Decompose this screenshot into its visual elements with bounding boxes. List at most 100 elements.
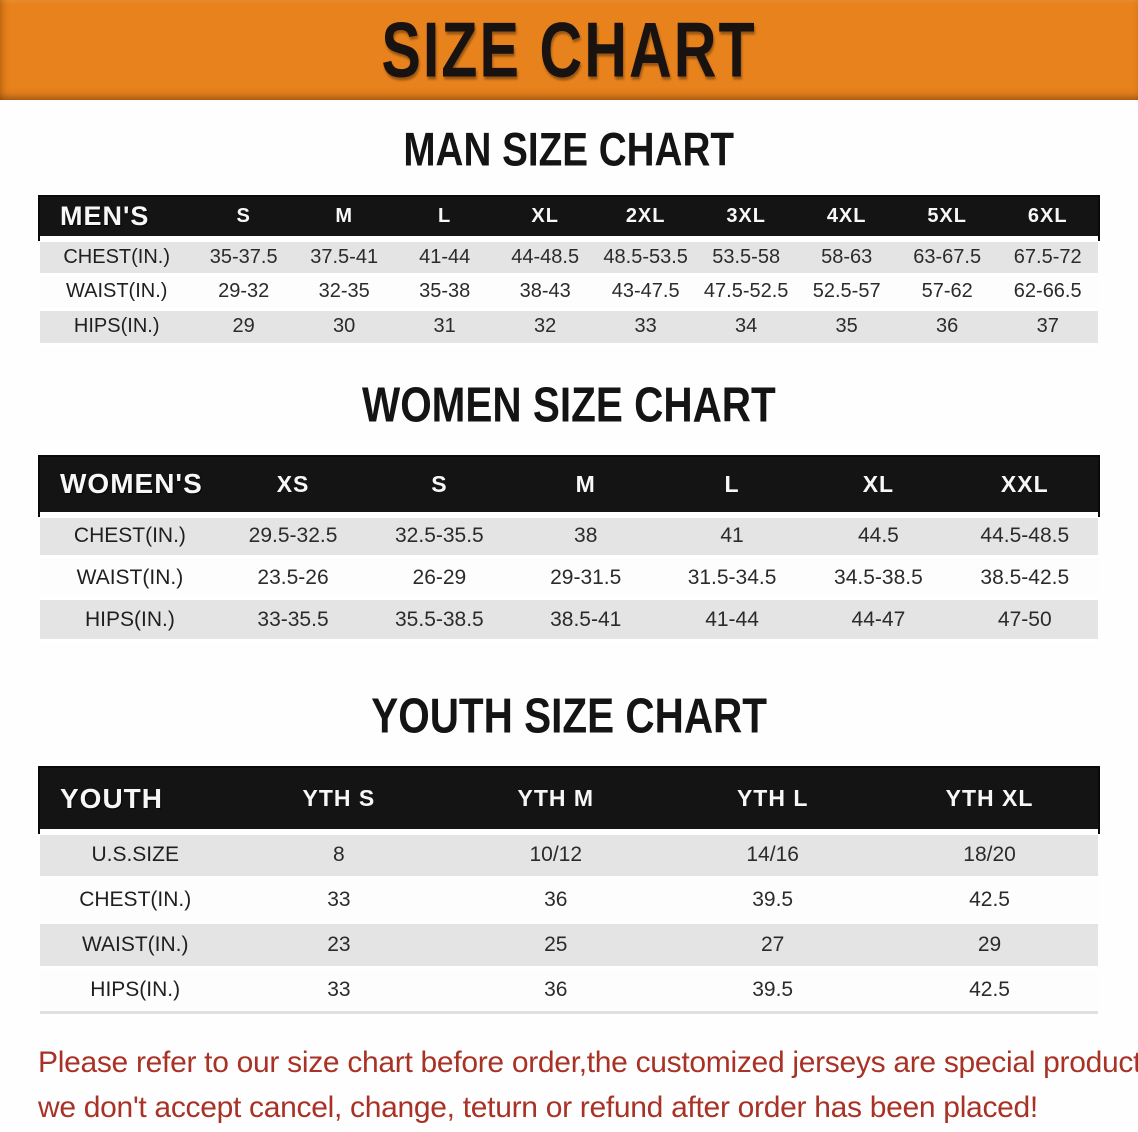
size-value-cell: 26-29 [412,565,467,589]
column-header: S [236,205,251,227]
men-size-table: MEN'S S M L XL 2XL 3XL 4XL 5XL 6XL CHEST(IN.) 35-37… [40,197,1098,346]
disclaimer-line-2: we don't accept cancel, change, teturn o… [38,1091,1038,1125]
page-title: SIZE CHART [381,6,757,94]
size-value-cell: 42.5 [969,977,1010,1001]
table-header-row: WOMEN'S XS S M L XL XXL [40,456,1098,515]
size-value-cell: 44.5-48.5 [980,524,1070,548]
row-label: WAIST(IN.) [76,565,184,589]
section-youth: YOUTH SIZE CHART YOUTH YTH S YTH M YTH L YTH… [0,689,1138,1014]
size-value-cell: 25 [544,932,568,956]
size-value-cell: 34.5-38.5 [834,565,923,589]
column-header: XL [531,205,559,227]
women-section-title: WOMEN SIZE CHART [362,377,776,433]
size-value-cell: 47.5-52.5 [703,280,789,302]
disclaimer: Please refer to our size chart before or… [38,1040,1138,1131]
row-label: CHEST(IN.) [73,524,186,548]
men-section-title: MAN SIZE CHART [403,123,735,176]
size-value-cell: 23 [327,932,351,956]
size-value-cell: 33 [634,315,657,337]
column-header: L [438,205,452,227]
size-value-cell: 34 [735,315,758,337]
column-header: YTH L [736,785,809,811]
column-header: YTH S [302,785,376,811]
size-value-cell: 44.5 [857,524,899,548]
size-value-cell: 29 [977,932,1002,956]
size-value-cell: 38-43 [519,280,571,302]
section-men: MAN SIZE CHART MEN'S S M L XL 2XL 3XL 4XL 5XL 6XL… [0,123,1138,346]
row-label: WAIST(IN.) [65,280,168,302]
size-value-cell: 41 [720,524,744,548]
size-value-cell: 63-67.5 [913,245,982,268]
youth-size-table: YOUTH YTH S YTH M YTH L YTH XL U.S.SIZE 8 10/12… [40,768,1098,1014]
size-value-cell: 23.5-26 [257,565,329,589]
row-label: HIPS(IN.) [73,315,160,337]
size-value-cell: 38 [574,524,598,548]
column-header: XS [276,470,310,497]
table-row: WAIST(IN.) 29-32 32-35 35-38 38-43 43-47.5 47.… [40,274,1098,309]
row-label: HIPS(IN.) [90,977,181,1001]
size-value-cell: 31 [433,315,456,337]
size-value-cell: 36 [936,315,959,337]
size-value-cell: 35-37.5 [209,245,278,268]
size-value-cell: 36 [544,887,568,911]
column-header: XL [862,470,895,497]
size-value-cell: 52.5-57 [812,280,881,302]
size-value-cell: 39.5 [752,887,794,911]
size-value-cell: 62-66.5 [1013,280,1082,302]
size-value-cell: 33 [327,977,351,1001]
disclaimer-line-1: Please refer to our size chart before or… [38,1045,1138,1079]
table-row: U.S.SIZE 8 10/12 14/16 18/20 [40,832,1098,877]
size-value-cell: 48.5-53.5 [603,245,688,268]
size-value-cell: 29-31.5 [550,565,622,589]
size-value-cell: 41-44 [705,607,759,631]
size-value-cell: 42.5 [969,887,1010,911]
table-row: WAIST(IN.) 23 25 27 29 [40,922,1098,967]
size-value-cell: 35 [835,315,858,337]
size-value-cell: 8 [333,843,345,867]
size-value-cell: 67.5-72 [1013,245,1082,268]
table-row: CHEST(IN.) 29.5-32.5 32.5-35.5 38 41 44.5 44.5… [40,514,1098,557]
size-value-cell: 32-35 [318,280,370,302]
size-value-cell: 39.5 [752,977,794,1001]
size-value-cell: 10/12 [529,843,583,867]
women-size-table: WOMEN'S XS S M L XL XXL CHEST(IN.) 29.5-32.5 32.5… [40,456,1098,643]
size-value-cell: 41-44 [419,245,471,268]
table-header-row: MEN'S S M L XL 2XL 3XL 4XL 5XL 6XL [40,197,1098,239]
column-header: L [724,470,740,497]
column-header: 6XL [1027,205,1068,227]
size-value-cell: 29.5-32.5 [248,524,338,548]
size-value-cell: 32 [534,315,557,337]
table-row: CHEST(IN.) 35-37.5 37.5-41 41-44 44-48.5 48.5… [40,239,1098,274]
size-value-cell: 32.5-35.5 [395,524,484,548]
youth-section-title: YOUTH SIZE CHART [371,689,767,744]
size-value-cell: 37 [1036,315,1059,337]
table-row: CHEST(IN.) 33 36 39.5 42.5 [40,877,1098,922]
banner: SIZE CHART [0,0,1138,100]
table-header-row: YOUTH YTH S YTH M YTH L YTH XL [40,768,1098,832]
row-label: WAIST(IN.) [81,932,189,956]
row-label: CHEST(IN.) [63,245,171,268]
row-label: CHEST(IN.) [79,887,192,911]
size-value-cell: 33-35.5 [257,607,329,631]
size-value-cell: 58-63 [821,245,873,268]
size-value-cell: 31.5-34.5 [687,565,777,589]
column-header: XXL [1000,470,1049,497]
column-header: M [575,470,596,497]
column-header: YTH M [517,785,595,811]
size-value-cell: 35.5-38.5 [395,607,484,631]
size-value-cell: 44-47 [851,607,906,631]
table-row: HIPS(IN.) 33 36 39.5 42.5 [40,967,1098,1012]
size-value-cell: 38.5-41 [550,607,622,631]
column-header: 2XL [625,205,666,227]
size-value-cell: 43-47.5 [611,280,680,302]
column-header: 4XL [826,205,867,227]
size-value-cell: 33 [327,887,351,911]
column-header: S [431,470,448,497]
table-header-label: MEN'S [60,201,150,231]
size-value-cell: 30 [333,315,356,337]
table-row: WAIST(IN.) 23.5-26 26-29 29-31.5 31.5-34.5 34… [40,556,1098,599]
size-value-cell: 44-48.5 [511,245,580,268]
size-value-cell: 53.5-58 [712,245,781,268]
size-value-cell: 36 [544,977,568,1001]
column-header: M [335,205,353,227]
